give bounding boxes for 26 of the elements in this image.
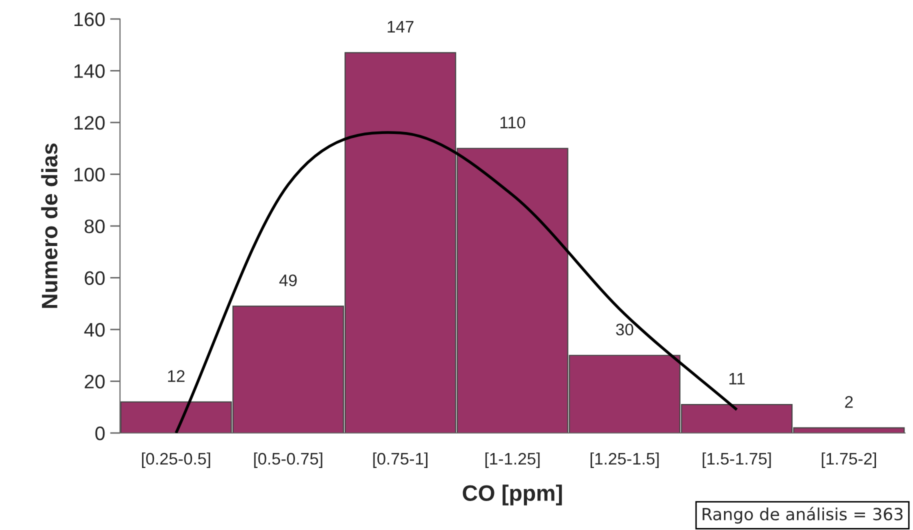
y-tick-label: 60 xyxy=(84,271,105,285)
y-tick-label: 20 xyxy=(84,374,105,388)
data-label: 2 xyxy=(845,396,853,408)
data-label: 49 xyxy=(279,274,297,286)
x-tick-label: [1.75-2] xyxy=(822,452,876,468)
x-tick-label: [1.5-1.75] xyxy=(702,452,771,468)
data-label: 147 xyxy=(388,21,414,33)
data-label: 12 xyxy=(168,370,185,382)
y-tick-label: 140 xyxy=(74,64,105,78)
x-tick-label: [0.5-0.75] xyxy=(254,452,322,468)
data-label: 110 xyxy=(500,116,526,128)
y-tick-label: 160 xyxy=(74,12,105,26)
data-label: 30 xyxy=(616,324,634,336)
x-tick-label: [0.25-0.5] xyxy=(142,452,210,468)
y-tick-label: 0 xyxy=(95,426,105,440)
y-axis-title: Numero de dias xyxy=(41,144,58,308)
x-tick-label: [1.25-1.5] xyxy=(590,452,659,468)
x-axis-title: CO [ppm] xyxy=(462,484,562,506)
data-label: 11 xyxy=(729,372,745,384)
x-tick-label: [1-1.25] xyxy=(485,452,540,468)
x-tick-label: [0.75-1] xyxy=(373,452,428,468)
y-tick-label: 80 xyxy=(84,219,105,234)
y-tick-label: 40 xyxy=(84,322,105,337)
text: Rango de análisis = 363 xyxy=(702,506,903,524)
y-tick-label: 120 xyxy=(74,116,105,130)
y-tick-label: 100 xyxy=(74,168,105,182)
